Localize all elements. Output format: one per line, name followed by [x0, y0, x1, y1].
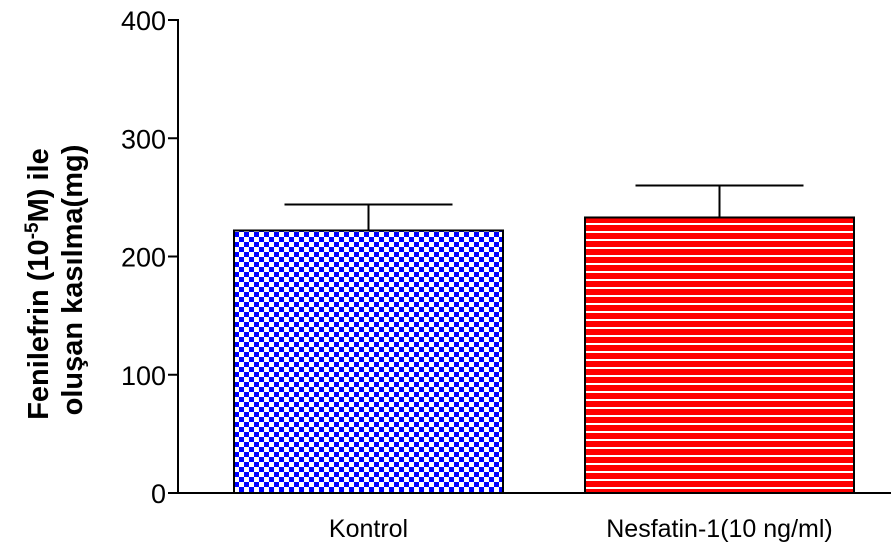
bars: [233, 216, 855, 495]
y-tick-label: 100: [121, 361, 166, 391]
x-category-label: Kontrol: [329, 515, 408, 543]
error-bars: [284, 184, 804, 231]
bar-1: [233, 229, 504, 495]
y-tick-label: 400: [121, 6, 166, 36]
y-axis-label: Fenilefrin (10-5M) ile oluşan kasılma(mg…: [22, 140, 90, 420]
x-categories: Kontrol Nesfatin-1(10 ng/ml): [329, 515, 833, 543]
x-category-label: Nesfatin-1(10 ng/ml): [606, 515, 832, 543]
y-tick-label: 200: [121, 243, 166, 273]
y-tick-label: 0: [151, 479, 166, 509]
bar-2: [584, 216, 855, 494]
y-tick-label: 300: [121, 124, 166, 154]
y-ticks: 0 100 200 300 400: [121, 6, 178, 509]
